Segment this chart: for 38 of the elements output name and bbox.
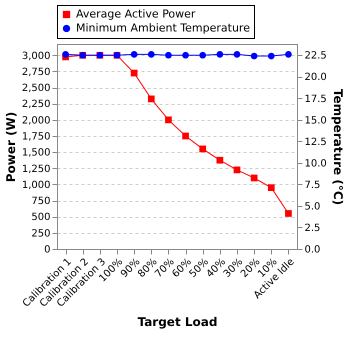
y-tick-label: 3,000: [22, 50, 50, 62]
point: [130, 70, 138, 76]
legend-label: Minimum Ambient Temperature: [76, 22, 250, 34]
point: [216, 156, 224, 164]
y2-tick-label: 2.5: [304, 222, 320, 234]
y-tick-label: 1,750: [22, 132, 50, 143]
point: [285, 210, 292, 217]
x-axis-title: Target Load: [138, 314, 218, 329]
y2-tick-label: 7.5: [304, 180, 320, 191]
y2-tick-label: 10.0: [304, 158, 327, 170]
y-axis-title: Power (W): [4, 112, 18, 182]
y-tick-label: 2,250: [22, 99, 50, 110]
point: [250, 174, 258, 182]
y2-tick-label: 0.0: [304, 244, 320, 256]
point: [148, 96, 155, 102]
point: [165, 116, 172, 124]
y2-tick-label: 22.5: [304, 50, 327, 62]
y-tick-label: 2,750: [22, 66, 50, 78]
y-tick-label: 1,250: [22, 164, 50, 175]
point: [268, 184, 275, 192]
y-tick-label: 1,500: [22, 148, 50, 159]
y-tick-label: 2,500: [22, 83, 50, 94]
y2-tick-label: 5.0: [304, 201, 320, 212]
y2-tick-label: 15.0: [304, 115, 327, 126]
y2-axis-title: Temperature (°C): [330, 88, 345, 206]
y-tick-label: 0: [44, 244, 50, 256]
y-tick-label: 250: [31, 228, 50, 240]
point: [182, 132, 189, 140]
y-tick-label: 1,000: [22, 180, 50, 191]
y-tick-label: 500: [31, 212, 50, 224]
y-tick-label: 2,000: [22, 115, 50, 126]
point: [234, 166, 240, 174]
y2-tick-label: 12.5: [304, 136, 327, 148]
y-tick-label: 750: [31, 196, 50, 208]
y2-tick-label: 20.0: [304, 72, 327, 84]
legend-label: Average Active Power: [76, 8, 196, 20]
y2-tick-label: 17.5: [304, 94, 327, 105]
point: [199, 146, 206, 152]
